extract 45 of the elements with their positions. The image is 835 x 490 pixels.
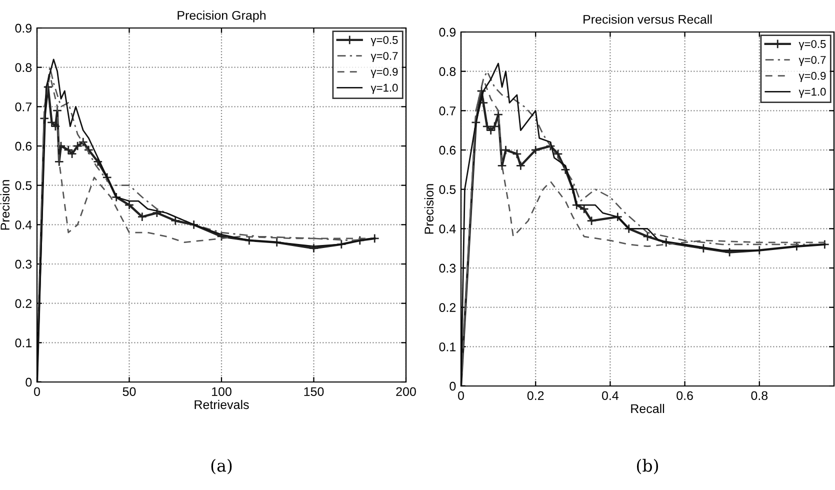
x-tick-label: 200: [396, 387, 416, 396]
y-tick-label: 0.5: [15, 181, 32, 190]
y-tick-label: 0.8: [15, 63, 32, 72]
chart-title: Precision Graph: [178, 10, 266, 22]
y-tick-label: 0.5: [439, 185, 456, 194]
x-tick-label: 0.2: [527, 391, 544, 400]
y-tick-label: 0.6: [439, 146, 456, 155]
y-tick-label: 0.4: [439, 224, 456, 234]
legend-label: γ=1.0: [370, 84, 398, 94]
text: (a): [211, 458, 232, 474]
x-tick-label: 0: [34, 387, 40, 396]
x-tick-label: 0.6: [676, 391, 693, 400]
x-tick-label: 0.8: [751, 391, 768, 400]
y-tick-label: 0.6: [15, 142, 32, 151]
legend-label: γ=0.5: [370, 36, 398, 46]
y-axis-title: Precision: [424, 184, 434, 234]
x-tick-label: 0.4: [602, 391, 619, 400]
y-tick-label: 0.1: [15, 338, 32, 348]
y-tick-label: 0.1: [439, 342, 456, 352]
x-axis-title: Recall: [631, 404, 664, 414]
y-tick-label: 0.7: [439, 106, 456, 116]
y-tick-label: 0.4: [15, 220, 32, 230]
x-tick-label: 50: [122, 387, 136, 396]
y-tick-label: 0.9: [439, 28, 456, 37]
legend-label: γ=1.0: [798, 88, 826, 98]
x-tick-label: 0: [458, 391, 464, 400]
y-axis-title: Precision: [0, 180, 10, 230]
y-tick-label: 0.2: [15, 299, 32, 308]
y-tick-label: 0.3: [439, 264, 456, 273]
x-axis-title: Retrievals: [194, 400, 249, 410]
y-tick-label: 0.8: [439, 67, 456, 76]
legend-label: γ=0.9: [370, 68, 398, 78]
text: (b): [636, 458, 658, 474]
legend-label: γ=0.5: [798, 40, 826, 50]
y-tick-label: 0.9: [15, 24, 32, 33]
y-tick-label: 0: [26, 378, 32, 387]
legend-label: γ=0.7: [370, 52, 398, 62]
x-tick-label: 150: [304, 387, 324, 396]
chart-title: Precision versus Recall: [584, 14, 712, 24]
legend-label: γ=0.7: [798, 56, 826, 66]
y-tick-label: 0.7: [15, 102, 32, 112]
y-tick-label: 0.3: [15, 260, 32, 269]
x-tick-label: 100: [212, 387, 232, 396]
y-tick-label: 0.2: [439, 303, 456, 312]
legend-label: γ=0.9: [798, 72, 826, 82]
